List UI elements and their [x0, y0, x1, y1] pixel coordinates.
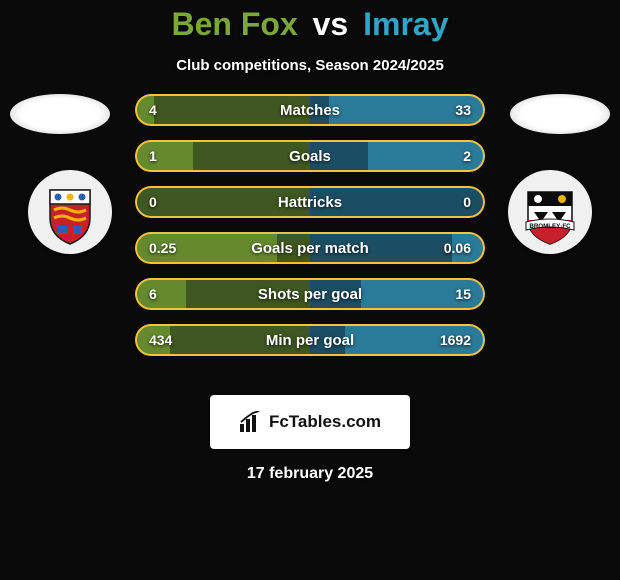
stat-row: Min per goal4341692 [135, 324, 485, 356]
stat-value-left: 4 [135, 102, 171, 118]
shield-icon: BROMLEY·FC [508, 170, 592, 254]
shield-icon [28, 170, 112, 254]
stat-row: Matches4 33 [135, 94, 485, 126]
stat-row: Hattricks0 0 [135, 186, 485, 218]
stat-label: Matches [135, 102, 485, 119]
stat-value-right: 0.06 [430, 240, 485, 256]
subtitle: Club competitions, Season 2024/2025 [0, 57, 620, 74]
stat-row: Shots per goal6 15 [135, 278, 485, 310]
stat-value-right: 33 [441, 102, 485, 118]
stat-value-right: 1692 [426, 332, 485, 348]
stat-label: Goals [135, 148, 485, 165]
page-title: Ben Fox vs Imray [0, 6, 620, 43]
stat-value-right: 0 [449, 194, 485, 210]
comparison-body: BROMLEY·FC Matches4 33 Goals1 2 Hattricks0 0 G… [0, 102, 620, 387]
stat-row: Goals per match0.250.06 [135, 232, 485, 264]
attribution-box: FcTables.com [210, 395, 410, 449]
bar-chart-icon [239, 411, 263, 433]
attribution-text: FcTables.com [269, 412, 381, 432]
stat-value-left: 6 [135, 286, 171, 302]
stat-value-left: 1 [135, 148, 171, 164]
stat-value-right: 2 [449, 148, 485, 164]
stat-value-left: 0.25 [135, 240, 190, 256]
player-left-photo [10, 94, 110, 134]
player-right-photo [510, 94, 610, 134]
player-right-name: Imray [363, 6, 448, 42]
player-left-name: Ben Fox [172, 6, 298, 42]
club-crest-right: BROMLEY·FC [508, 170, 592, 254]
comparison-card: Ben Fox vs Imray Club competitions, Seas… [0, 0, 620, 580]
crest-banner-text: BROMLEY·FC [529, 223, 571, 230]
stat-label: Hattricks [135, 194, 485, 211]
vs-label: vs [313, 6, 349, 42]
stat-value-left: 0 [135, 194, 171, 210]
stat-row: Goals1 2 [135, 140, 485, 172]
stat-label: Shots per goal [135, 286, 485, 303]
stat-value-right: 15 [441, 286, 485, 302]
stat-value-left: 434 [135, 332, 186, 348]
club-crest-left [28, 170, 112, 254]
stat-bars: Matches433Goals12Hattricks00Goals per ma… [135, 94, 485, 370]
date-label: 17 february 2025 [0, 465, 620, 483]
